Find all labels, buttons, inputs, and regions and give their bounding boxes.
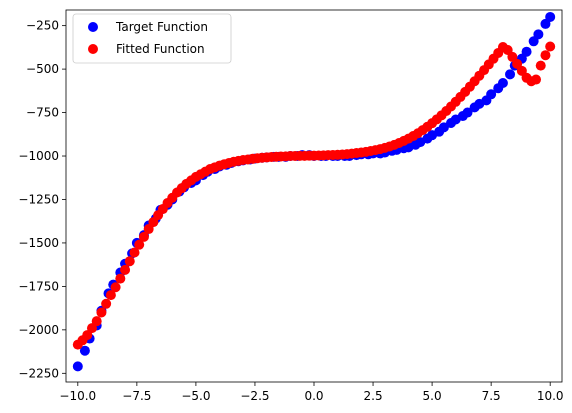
x-tick-label: −7.5	[122, 389, 151, 403]
y-tick-label: −750	[26, 106, 59, 120]
data-point	[535, 60, 546, 71]
y-tick-label: −2250	[18, 366, 59, 380]
data-point	[120, 264, 131, 275]
x-tick-label: −5.0	[181, 389, 210, 403]
data-point	[540, 50, 551, 61]
legend-marker-fitted	[88, 44, 98, 54]
y-tick-label: −1500	[18, 236, 59, 250]
x-tick-label: 0.0	[304, 389, 323, 403]
data-point	[531, 74, 542, 85]
x-axis: −10.0 −7.5 −5.0 −2.5 0.0 2.5 5.0 7.5 10.0	[59, 382, 564, 403]
y-tick-label: −250	[26, 19, 59, 33]
x-tick-label: −2.5	[240, 389, 269, 403]
data-point	[486, 89, 497, 100]
y-tick-label: −2000	[18, 323, 59, 337]
data-point	[497, 78, 508, 89]
data-point	[521, 46, 532, 57]
legend-frame	[72, 13, 232, 64]
series-fitted	[72, 41, 556, 350]
legend-label-target: Target Function	[115, 20, 208, 34]
legend: Target Function Fitted Function	[72, 13, 232, 64]
data-point	[124, 256, 135, 267]
data-point	[79, 345, 90, 356]
y-tick-label: −1250	[18, 192, 59, 206]
data-point	[545, 41, 556, 52]
x-tick-label: 10.0	[537, 389, 564, 403]
data-point	[110, 282, 121, 293]
legend-label-fitted: Fitted Function	[116, 42, 205, 56]
legend-marker-target	[88, 22, 98, 32]
y-tick-label: −500	[26, 62, 59, 76]
data-point	[115, 273, 126, 284]
data-point	[134, 239, 145, 250]
data-point	[505, 69, 516, 80]
data-point	[533, 29, 544, 40]
data-point	[129, 247, 140, 258]
data-point	[105, 290, 116, 301]
data-point	[101, 298, 112, 309]
x-tick-label: 2.5	[364, 389, 383, 403]
x-tick-label: 5.0	[423, 389, 442, 403]
y-tick-label: −1750	[18, 279, 59, 293]
data-point	[545, 11, 556, 22]
data-point	[96, 307, 107, 318]
y-tick-label: −1000	[18, 149, 59, 163]
data-point	[462, 107, 473, 118]
data-point	[72, 361, 83, 372]
x-tick-label: 7.5	[482, 389, 501, 403]
x-tick-label: −10.0	[59, 389, 96, 403]
data-point	[138, 231, 149, 242]
points-layer	[72, 11, 556, 372]
y-axis: −2250 −2000 −1750 −1500 −1250 −1000 −750 −500 −2…	[18, 19, 66, 380]
data-point	[91, 316, 102, 327]
